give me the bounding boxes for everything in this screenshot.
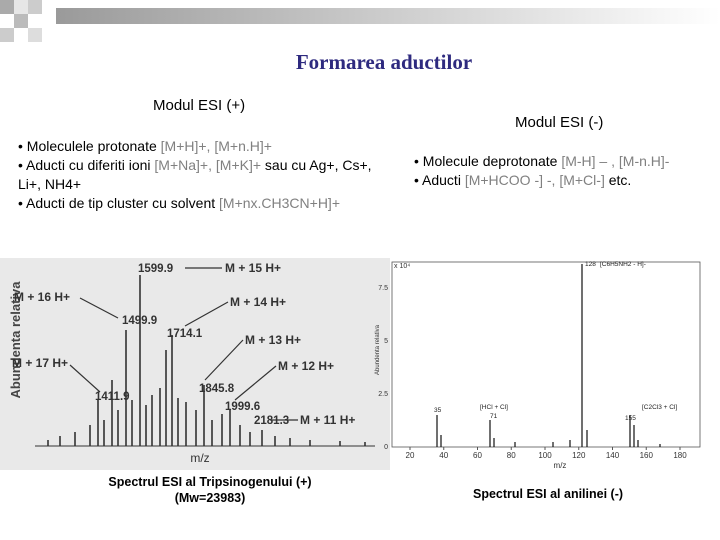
y-label: Abundenta relativa [8, 281, 23, 399]
x-tick-label: 140 [606, 451, 620, 460]
right-spectrum: 20 40 60 80 100 120 140 160 180 7.5 5 2.5 0 x 10⁴ Abun… [375, 261, 701, 470]
peak-label: [C2Cl3 + Cl] [642, 404, 677, 411]
bullet-text: • Aducti [414, 172, 465, 188]
x-tick-label: 100 [538, 451, 552, 460]
bullet: • Aducti cu diferiti ioni [M+Na]+, [M+K]… [18, 156, 396, 194]
peak-label: 1714.1 [167, 328, 203, 340]
peak-label: 1999.6 [225, 401, 260, 413]
bullet-text: [M-H] – , [M-n.H]- [561, 153, 670, 169]
x-tick-label: 20 [406, 451, 415, 460]
arrow [69, 364, 101, 393]
y-tick-label: 2.5 [378, 391, 388, 398]
peak-label: 128 [585, 261, 596, 268]
scale-label: x 10⁴ [394, 263, 410, 270]
bullet-text: • Aducti cu diferiti ioni [18, 157, 155, 173]
x-tick-label: 120 [572, 451, 586, 460]
bullet-text: • Molecule deprotonate [414, 153, 562, 169]
title: Formarea aductilor [295, 50, 473, 74]
left-spectrum: Abundenta relativa m/z M + 15 H+ M + 16 H+ M… [8, 261, 375, 465]
peak-label: 2181.3 [254, 415, 289, 427]
left-caption: Spectrul ESI al Tripsinogenului (+) (Mw=… [40, 474, 380, 506]
bullet: • Aducti [M+HCOO -] -, [M+Cl-] etc. [414, 171, 714, 190]
y-tick-label: 5 [384, 338, 388, 345]
ion-label: M + 11 H+ [300, 413, 355, 427]
peak-label: [C6H5NH2 - H]- [600, 261, 646, 268]
left-heading: Modul ESI (+) [153, 97, 246, 114]
bullet: • Aducti de tip cluster cu solvent [M+nx… [18, 194, 396, 213]
peak-label: 1845.8 [199, 383, 235, 395]
x-label: m/z [554, 461, 567, 470]
y-tick-label: 7.5 [378, 285, 388, 292]
decoration [0, 0, 720, 42]
arrow [79, 297, 119, 319]
bullet-text: etc. [604, 172, 632, 188]
ion-label: M + 17 H+ [12, 356, 68, 370]
peak-label: 71 [490, 413, 498, 420]
peak-label: 35 [434, 407, 442, 414]
right-heading: Modul ESI (-) [515, 114, 604, 131]
peak-label: 1411.9 [95, 391, 130, 403]
peak-label: [HCl + Cl] [480, 404, 508, 411]
ion-label: M + 12 H+ [278, 359, 334, 373]
arrow [184, 301, 229, 327]
y-tick-label: 0 [384, 444, 388, 451]
right-bullets: • Molecule deprotonate [M-H] – , [M-n.H]… [414, 152, 714, 190]
arrow [234, 365, 277, 401]
peak-label: 155 [625, 415, 636, 422]
bullet-text: [M+HCOO -] -, [M+Cl-] [464, 172, 605, 188]
left-bullets: • Moleculele protonate [M+H]+, [M+n.H]+ •… [18, 137, 396, 213]
x-tick-label: 160 [640, 451, 654, 460]
frame [391, 261, 701, 448]
bullet-text: • Aducti de tip cluster cu solvent [18, 195, 220, 211]
peak-label: 1499.9 [122, 315, 157, 327]
bullet: • Moleculele protonate [M+H]+, [M+n.H]+ [18, 137, 396, 156]
bullet-text: [M+nx.CH3CN+H]+ [219, 195, 340, 211]
caption-line: Spectrul ESI al Tripsinogenului (+) [108, 475, 312, 489]
bullet-text: sau cu Ag+, Cs+, Li+, NH4+ [18, 157, 372, 192]
ion-label: M + 16 H+ [14, 290, 70, 304]
ion-label: M + 15 H+ [225, 261, 281, 275]
right-caption: Spectrul ESI al anilinei (-) [400, 486, 696, 502]
bullet-text: • Moleculele protonate [18, 138, 161, 154]
bullet: • Molecule deprotonate [M-H] – , [M-n.H]… [414, 152, 714, 171]
x-tick-label: 180 [673, 451, 687, 460]
caption-line: Spectrul ESI al anilinei (-) [472, 487, 624, 501]
peak-label: 1599.9 [138, 263, 173, 275]
arrow [204, 339, 244, 381]
left-spectrum-bg [0, 258, 390, 470]
x-label: m/z [190, 451, 209, 465]
x-tick-label: 80 [507, 451, 516, 460]
y-label: Abundenta relativa [375, 324, 381, 375]
ion-label: M + 14 H+ [230, 295, 286, 309]
x-tick-label: 40 [439, 451, 448, 460]
bullet-text: [M+H]+, [M+n.H]+ [160, 138, 272, 154]
bullet-text: [M+Na]+, [M+K]+ [154, 157, 262, 173]
ion-label: M + 13 H+ [245, 333, 301, 347]
x-tick-label: 60 [473, 451, 482, 460]
caption-line: (Mw=23983) [174, 491, 246, 505]
